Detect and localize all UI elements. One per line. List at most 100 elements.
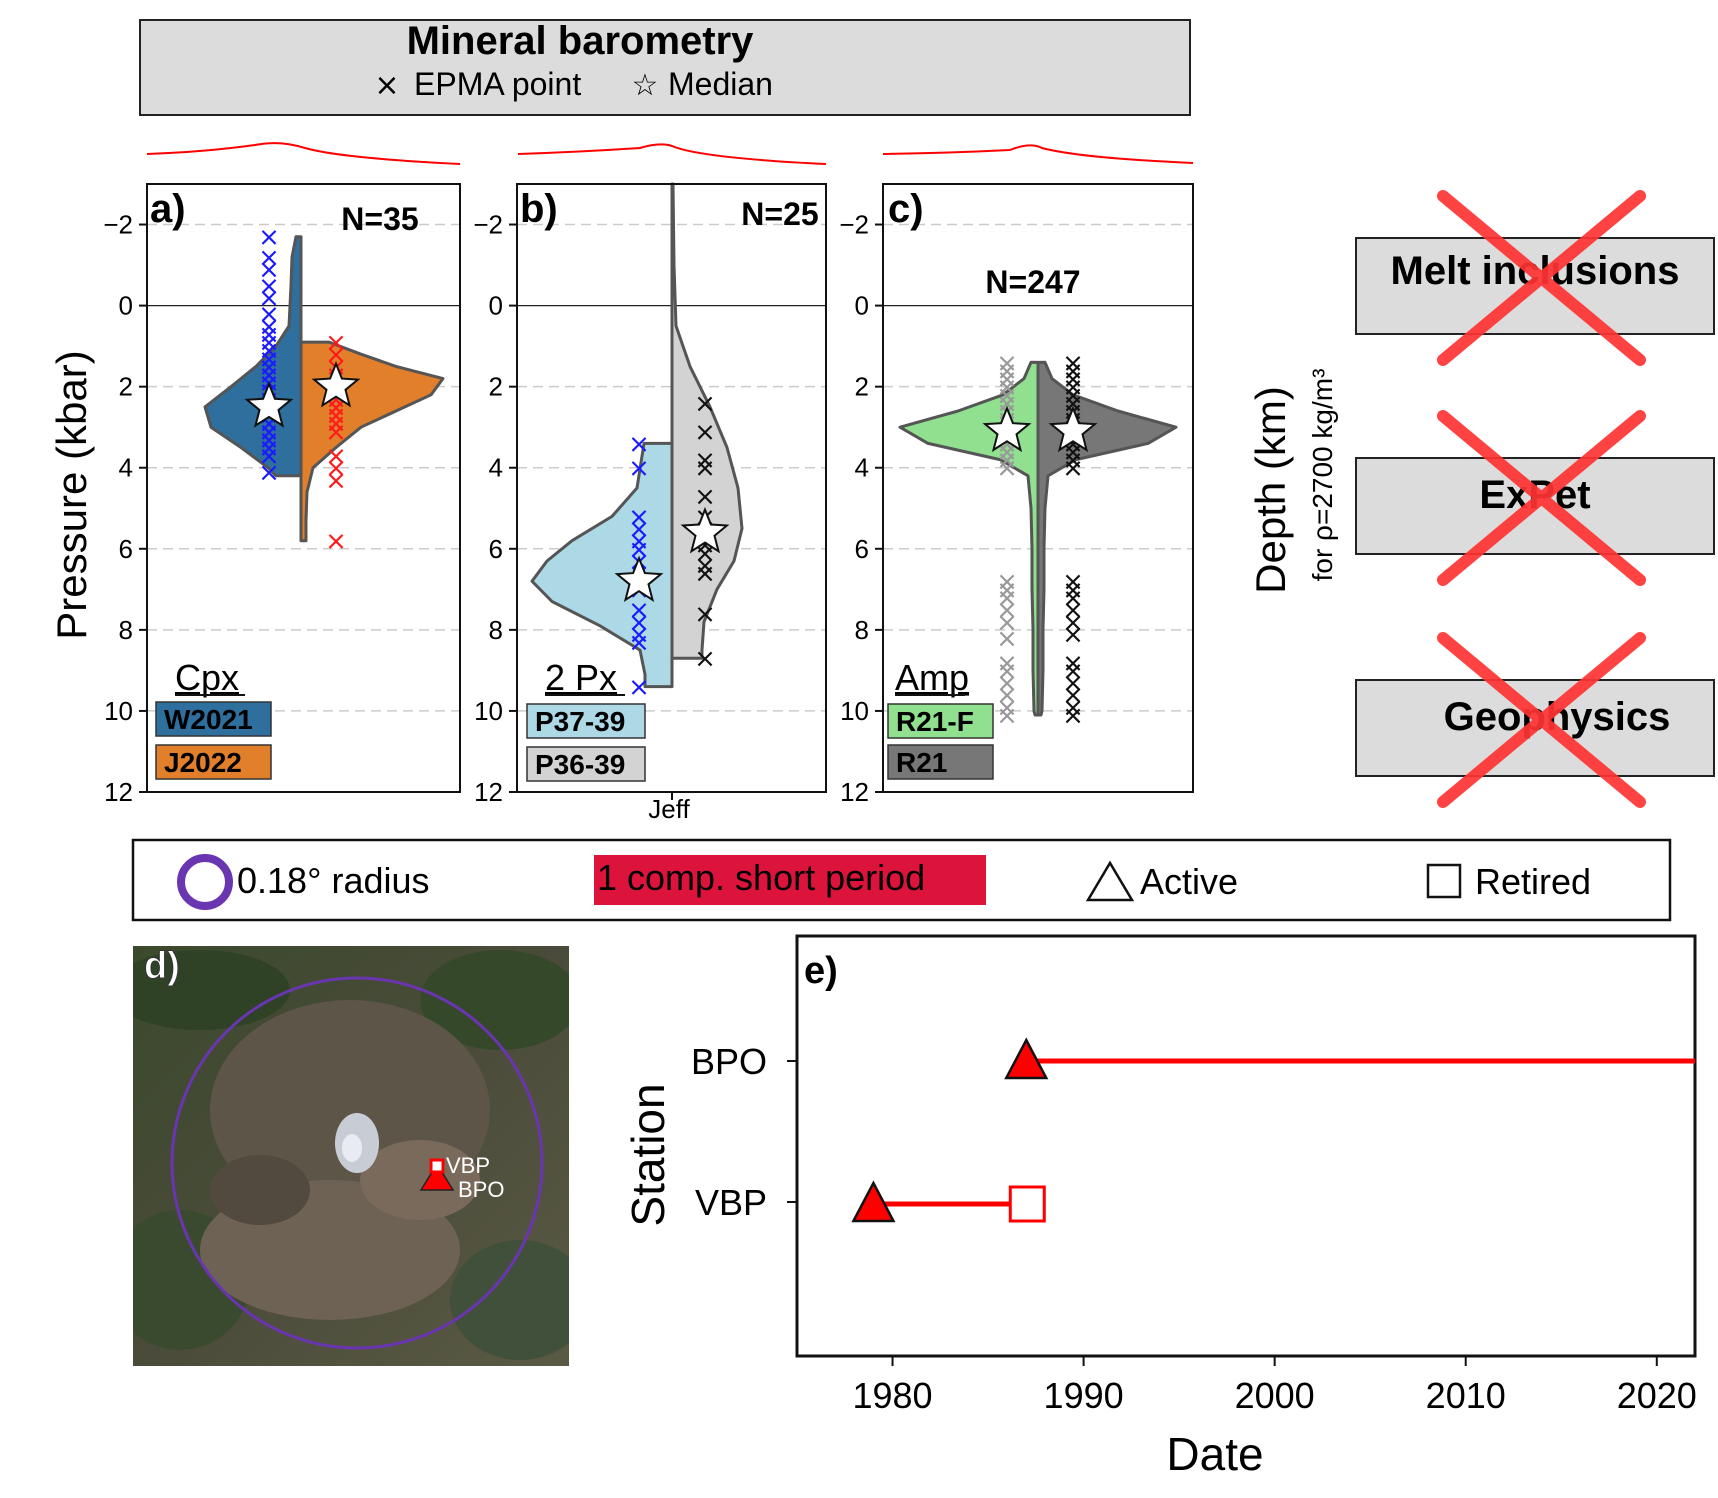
panel-label-e: e) <box>804 950 838 992</box>
snow-cap <box>342 1134 362 1162</box>
geophysics-box: Geophysics <box>1355 632 1715 808</box>
epma-point: × <box>996 596 1018 626</box>
epma-point: × <box>694 551 716 581</box>
legend-label-R21-F: R21-F <box>896 706 974 737</box>
header-legend-x-label: EPMA point <box>414 66 581 102</box>
epma-point: × <box>258 223 280 253</box>
ytick-label: 0 <box>489 291 503 321</box>
terrain-patch <box>360 1140 480 1220</box>
violin-panels: ××××××××××××××××××××××××××××××××××××××−2… <box>103 182 1194 807</box>
station-triangle-icon <box>419 1162 455 1191</box>
epma-point: × <box>258 255 280 285</box>
epma-point: × <box>1062 575 1084 605</box>
xtick-label: 1980 <box>852 1375 932 1416</box>
ytick-label: 4 <box>489 453 503 483</box>
median-star <box>982 405 1032 453</box>
kde-curve-b <box>517 143 827 165</box>
legend-swatch-R21 <box>887 744 994 780</box>
melt-inclusions-box: Melt inclusions <box>1355 190 1715 366</box>
terrain-patch <box>450 1240 569 1360</box>
map-panel: d) VBP BPO <box>133 945 569 1366</box>
axes-frame <box>146 183 461 793</box>
terrain-patch <box>133 950 290 1030</box>
epma-point: × <box>1062 701 1084 731</box>
violin-half-J2022 <box>299 340 445 543</box>
timeline-frame <box>795 934 1697 1358</box>
cross-out-icon <box>1437 632 1646 808</box>
epma-point: × <box>258 361 280 391</box>
short-period-swatch <box>594 855 986 905</box>
ytick-label: 2 <box>855 372 869 402</box>
legend-label-J2022: J2022 <box>164 747 242 778</box>
epma-point: × <box>996 681 1018 711</box>
panel-label-d: d) <box>144 945 180 987</box>
ytick-label: 12 <box>840 777 869 807</box>
retired-square-icon <box>1008 1185 1046 1223</box>
epma-point: × <box>628 628 650 658</box>
ytick-label: −2 <box>839 210 869 240</box>
epma-point: × <box>258 320 280 350</box>
violin-half-P36-39 <box>670 182 744 660</box>
epma-point: × <box>325 454 347 484</box>
median-star <box>614 555 664 603</box>
epma-point: × <box>996 454 1018 484</box>
epma-point: × <box>1062 648 1084 678</box>
epma-point: × <box>325 417 347 447</box>
n-label: N=25 <box>741 196 818 232</box>
panel-label: b) <box>520 187 558 231</box>
terrain-patch <box>420 950 569 1050</box>
timeline-panel: 1980 1990 2000 2010 2020 BPO VBP <box>691 934 1697 1416</box>
retired-label: Retired <box>1475 861 1591 902</box>
epma-point: × <box>996 446 1018 476</box>
ytick-label: BPO <box>691 1041 767 1082</box>
panel-label: a) <box>150 187 186 231</box>
xtick-label: 2010 <box>1426 1375 1506 1416</box>
epma-point: × <box>1062 381 1084 411</box>
epma-point: × <box>996 381 1018 411</box>
xtick-label: 2000 <box>1235 1375 1315 1416</box>
ytick-label: 2 <box>119 372 133 402</box>
epma-point: × <box>628 515 650 545</box>
active-triangle-icon <box>1004 1037 1049 1080</box>
ytick-label: 8 <box>119 615 133 645</box>
ytick-label: 4 <box>119 453 133 483</box>
legend-swatch-P36-39 <box>526 746 646 782</box>
kde-curve-c <box>882 144 1194 164</box>
epma-point: × <box>996 348 1018 378</box>
ytick-label: VBP <box>695 1182 767 1223</box>
ytick-label: 6 <box>119 534 133 564</box>
epma-point: × <box>996 648 1018 678</box>
star-marker-icon: ☆ <box>632 68 659 103</box>
epma-point: × <box>694 446 716 476</box>
epma-point: × <box>258 336 280 366</box>
epma-point: × <box>325 409 347 439</box>
epma-point: × <box>996 389 1018 419</box>
epma-point: × <box>258 312 280 342</box>
n-label: N=247 <box>985 264 1080 300</box>
ytick-label: 10 <box>104 696 133 726</box>
epma-point: × <box>1062 454 1084 484</box>
epma-point: × <box>258 433 280 463</box>
epma-point: × <box>1062 620 1084 650</box>
radius-circle <box>170 976 544 1350</box>
epma-point: × <box>694 559 716 589</box>
epma-point: × <box>1062 656 1084 686</box>
epma-point: × <box>1062 693 1084 723</box>
epma-point: × <box>1062 446 1084 476</box>
epma-point: × <box>694 600 716 630</box>
epma-point: × <box>996 656 1018 686</box>
group-label: Amp <box>895 657 969 698</box>
epma-point: × <box>628 535 650 565</box>
kde-curves <box>146 142 1194 165</box>
ytick-label: −2 <box>103 210 133 240</box>
violin-half-R21-F <box>898 360 1040 717</box>
epma-point: × <box>694 482 716 512</box>
active-label: Active <box>1140 861 1238 902</box>
epma-point: × <box>1062 365 1084 395</box>
epma-point: × <box>258 328 280 358</box>
header-box: Mineral barometry × EPMA point ☆ Median <box>139 19 1191 116</box>
timeline-xlabel: Date <box>1166 1428 1263 1480</box>
epma-point: × <box>258 283 280 313</box>
epma-point: × <box>325 401 347 431</box>
epma-point: × <box>996 365 1018 395</box>
